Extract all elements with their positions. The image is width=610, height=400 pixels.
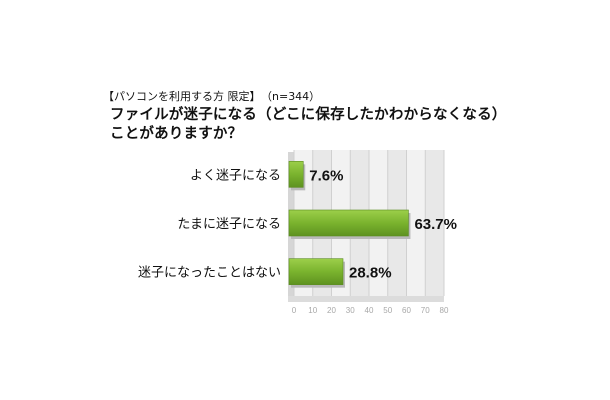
x-tick-label: 0 [292,306,297,315]
x-tick-label: 30 [346,306,355,315]
grid-band [425,150,444,296]
x-tick-label: 80 [440,306,449,315]
x-tick-label: 10 [308,306,317,315]
category-label: たまに迷子になる [177,217,281,232]
chart-title-line-2: ことがありますか？ [110,126,243,142]
chart-title: ファイルが迷子になる（どこに保存したかわからなくなる） ことがありますか？ [110,106,506,144]
x-tick-label: 20 [327,306,336,315]
bar-3 [288,258,344,285]
value-label: 63.7% [414,216,457,233]
category-label: よく迷子になる [190,168,281,183]
chart-title-line-1: ファイルが迷子になる（どこに保存したかわからなくなる） [110,107,507,123]
category-label: 迷子になったことはない [138,266,281,281]
x-tick-label: 60 [402,306,411,315]
x-tick-label: 70 [421,306,430,315]
x-tick-label: 50 [383,306,392,315]
condition-label: 【パソコンを利用する方 限定】 （n=344） [103,88,320,104]
value-label: 7.6% [309,167,343,184]
bar-1 [288,161,304,188]
x-tick-label: 40 [365,306,374,315]
value-label: 28.8% [349,265,392,282]
plot-floor [288,296,444,302]
sample-size: （n=344） [266,90,321,103]
bar-2 [288,209,409,237]
condition-text: 【パソコンを利用する方 限定】 [103,90,261,103]
